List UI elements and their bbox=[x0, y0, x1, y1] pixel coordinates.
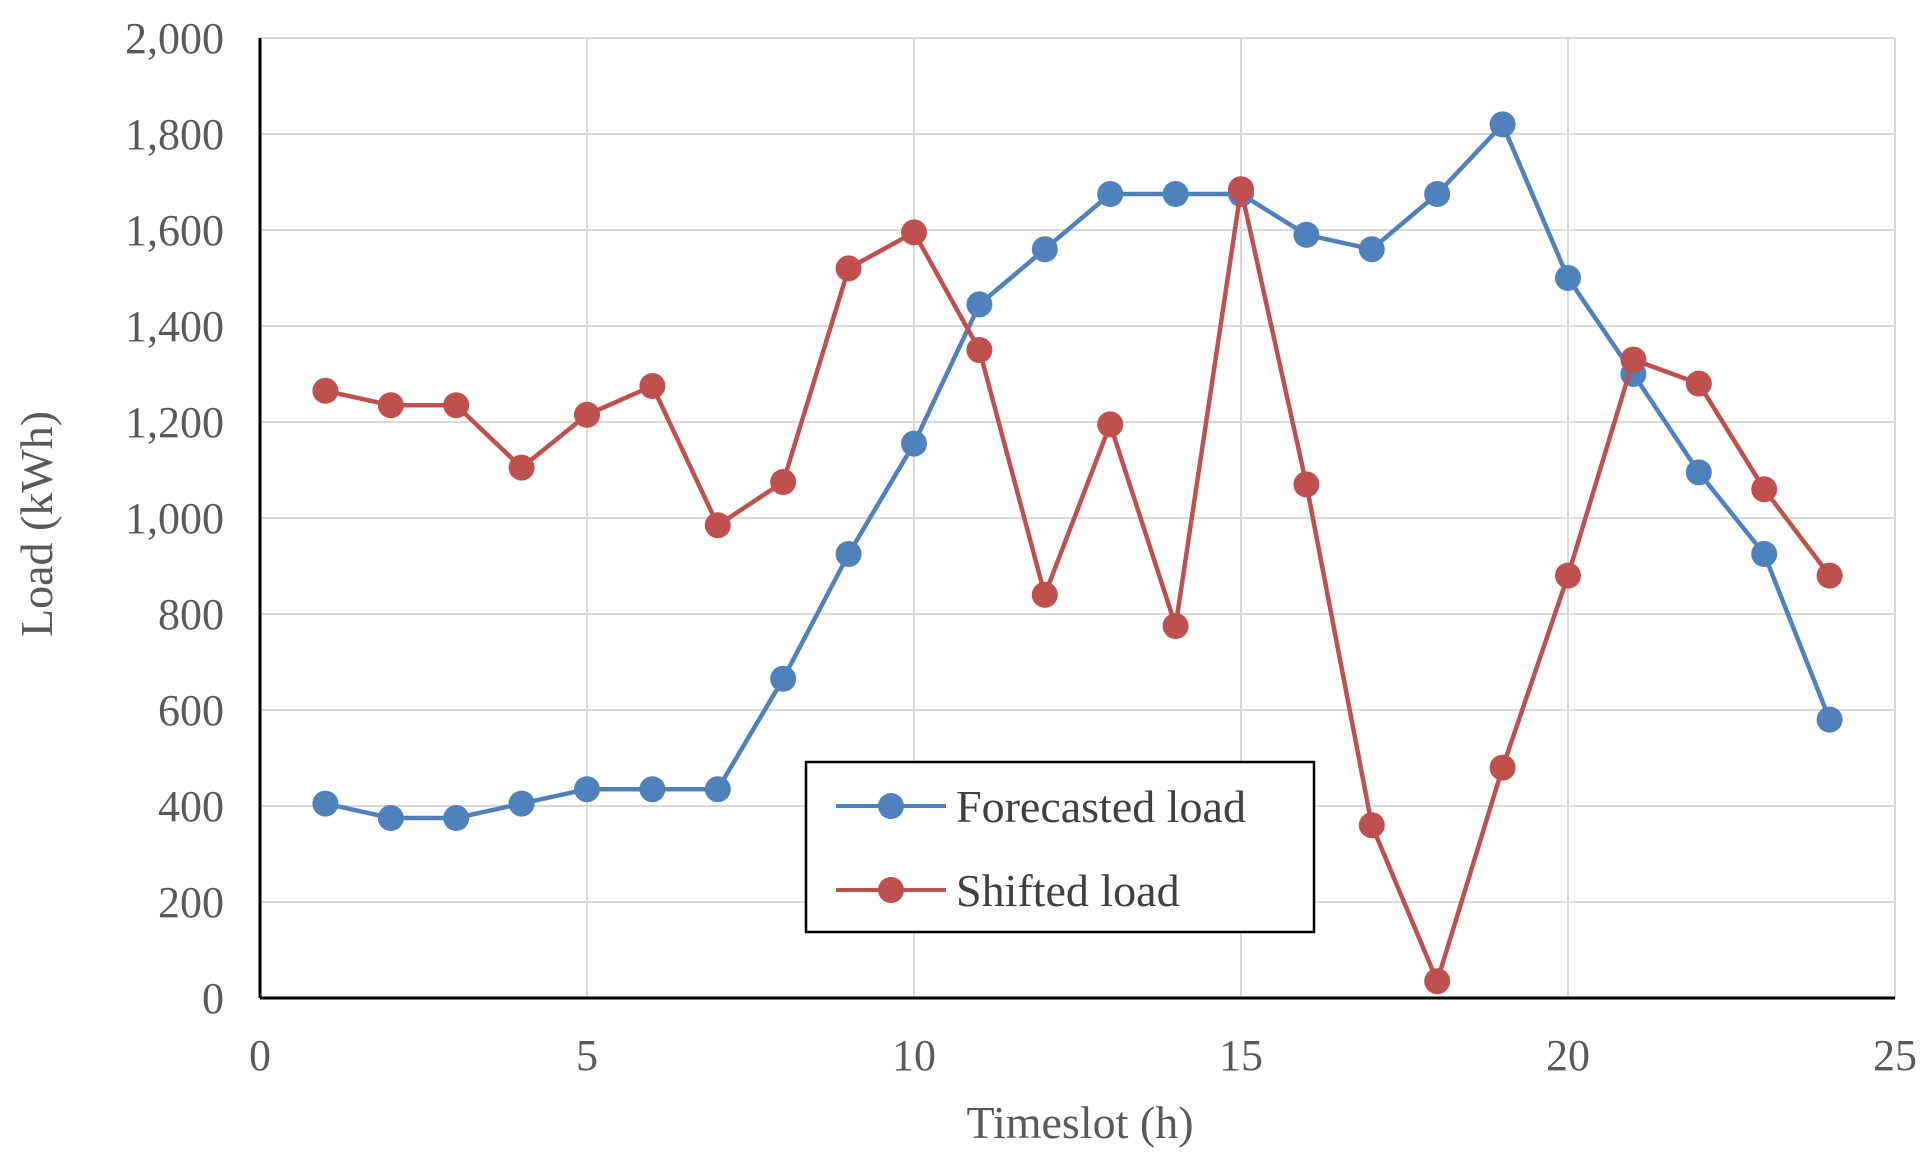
data-point bbox=[1424, 181, 1451, 207]
y-tick-label: 1,600 bbox=[125, 206, 224, 255]
data-point bbox=[1555, 562, 1581, 589]
data-point bbox=[1162, 181, 1189, 207]
data-point bbox=[508, 454, 535, 481]
x-tick-labels: 0 5 10 15 20 25 bbox=[249, 1031, 1917, 1080]
y-tick-labels: 0 200 400 600 800 1,000 1,200 1,400 1,600 1,800 2,… bbox=[125, 14, 224, 1023]
data-point bbox=[443, 805, 470, 831]
data-point bbox=[312, 377, 339, 404]
data-point bbox=[1358, 236, 1385, 263]
x-tick-label: 10 bbox=[892, 1031, 936, 1080]
y-tick-label: 800 bbox=[158, 590, 224, 639]
data-point bbox=[770, 469, 797, 495]
data-point bbox=[1751, 541, 1778, 567]
data-point bbox=[1816, 562, 1843, 589]
data-point bbox=[508, 790, 535, 817]
data-point bbox=[377, 392, 404, 419]
data-point bbox=[704, 776, 731, 803]
y-axis-title: Load (kWh) bbox=[11, 411, 62, 637]
series-line-1 bbox=[324, 186, 1832, 984]
data-point bbox=[1358, 812, 1385, 839]
legend-marker-shifted bbox=[878, 877, 904, 903]
legend: Forecasted load Shifted load bbox=[804, 760, 1316, 934]
data-point bbox=[1489, 111, 1516, 138]
data-point bbox=[1031, 236, 1058, 263]
data-point bbox=[835, 541, 862, 567]
legend-label-shifted: Shifted load bbox=[956, 865, 1180, 916]
y-tick-label: 2,000 bbox=[125, 14, 224, 63]
series-layer bbox=[312, 111, 1843, 995]
y-tick-label: 1,800 bbox=[125, 110, 224, 159]
y-tick-label: 1,200 bbox=[125, 398, 224, 447]
data-point bbox=[574, 776, 600, 803]
data-point bbox=[835, 255, 862, 282]
data-point bbox=[1685, 459, 1712, 486]
x-tick-label: 5 bbox=[576, 1031, 598, 1080]
data-point bbox=[1162, 613, 1189, 639]
legend-label-forecasted: Forecasted load bbox=[956, 781, 1246, 832]
data-point bbox=[574, 401, 600, 428]
data-point bbox=[312, 790, 339, 817]
axes bbox=[258, 38, 1895, 1000]
data-point bbox=[377, 805, 404, 831]
data-point bbox=[1685, 370, 1712, 397]
data-point bbox=[639, 776, 666, 803]
x-tick-label: 25 bbox=[1873, 1031, 1917, 1080]
data-point bbox=[1031, 581, 1058, 608]
data-point bbox=[1097, 411, 1124, 438]
y-tick-label: 200 bbox=[158, 878, 224, 927]
x-tick-label: 15 bbox=[1219, 1031, 1263, 1080]
data-point bbox=[704, 512, 731, 539]
data-point bbox=[1816, 706, 1843, 733]
legend-marker-forecasted bbox=[878, 793, 904, 819]
x-tick-label: 20 bbox=[1546, 1031, 1590, 1080]
series-line-0 bbox=[324, 122, 1832, 821]
data-point bbox=[901, 430, 927, 457]
data-point bbox=[1489, 754, 1516, 781]
data-point bbox=[1620, 346, 1647, 373]
data-point bbox=[1751, 476, 1778, 503]
y-tick-label: 400 bbox=[158, 782, 224, 831]
data-point bbox=[1228, 176, 1254, 203]
y-tick-label: 1,000 bbox=[125, 494, 224, 543]
data-point bbox=[966, 337, 993, 363]
data-point bbox=[1293, 471, 1320, 498]
y-tick-label: 1,400 bbox=[125, 302, 224, 351]
data-point bbox=[639, 373, 666, 399]
y-tick-label: 0 bbox=[202, 974, 224, 1023]
data-point bbox=[1555, 265, 1581, 291]
series-1 bbox=[312, 176, 1843, 995]
data-point bbox=[770, 665, 797, 692]
legend-box bbox=[804, 760, 1316, 934]
data-point bbox=[1293, 221, 1320, 248]
x-tick-label: 0 bbox=[249, 1031, 271, 1080]
data-point bbox=[966, 291, 993, 318]
data-point bbox=[1424, 968, 1451, 995]
y-tick-label: 600 bbox=[158, 686, 224, 735]
x-axis-title: Timeslot (h) bbox=[966, 1097, 1193, 1148]
data-point bbox=[443, 392, 470, 419]
data-point bbox=[1097, 181, 1124, 207]
series-0 bbox=[312, 111, 1843, 831]
data-point bbox=[901, 219, 927, 246]
